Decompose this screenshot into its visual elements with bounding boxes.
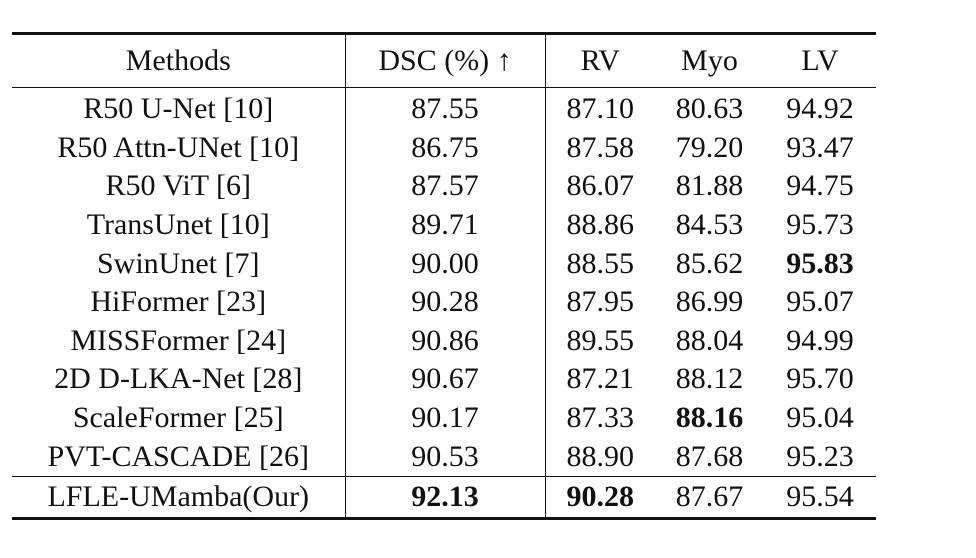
cell-method: R50 Attn-UNet [10]	[12, 128, 346, 168]
table-row: R50 Attn-UNet [10] 86.75 87.58 79.20 93.…	[12, 128, 876, 168]
cell-dsc: 90.17	[345, 398, 546, 438]
results-table-wrapper: Methods DSC (%) ↑ RV Myo LV R50 U-Net [1…	[12, 32, 876, 520]
cell-dsc: 89.71	[345, 205, 546, 245]
header-row: Methods DSC (%) ↑ RV Myo LV	[12, 32, 876, 88]
table-row: R50 ViT [6] 87.57 86.07 81.88 94.75	[12, 167, 876, 206]
table-row: MISSFormer [24] 90.86 89.55 88.04 94.99	[12, 321, 876, 361]
cell-rv: 88.86	[566, 208, 635, 242]
cell-dsc: 90.86	[345, 321, 546, 361]
cell-dsc: 90.53	[345, 437, 546, 477]
cell-myo: 88.04	[675, 323, 744, 357]
cell-myo: 87.67	[655, 475, 764, 520]
table-row: HiFormer [23] 90.28 87.95 86.99 95.07	[12, 282, 876, 322]
header-rv: RV	[545, 32, 655, 88]
cell-myo: 80.63	[675, 92, 744, 126]
cell-lv: 95.04	[786, 401, 854, 435]
cell-rv: 87.58	[566, 130, 635, 164]
table-row-ours: LFLE-UMamba(Our) 92.13 90.28 87.67 95.54	[12, 475, 876, 520]
cell-lv: 95.70	[786, 362, 854, 396]
cell-myo: 85.62	[675, 246, 744, 280]
cell-myo: 84.53	[675, 208, 744, 242]
table-row: PVT-CASCADE [26] 90.53 88.90 87.68 95.23	[12, 437, 876, 477]
cell-rv: 87.95	[566, 285, 635, 319]
cell-lv: 93.47	[786, 130, 854, 164]
cell-method: SwinUnet [7]	[12, 244, 346, 283]
cell-method: HiFormer [23]	[12, 282, 346, 322]
cell-dsc: 90.00	[345, 244, 546, 283]
cell-dsc-best: 92.13	[345, 475, 546, 520]
header-myo: Myo	[655, 32, 764, 88]
cell-dsc: 90.28	[345, 282, 546, 322]
cell-rv-best: 90.28	[545, 475, 655, 520]
cell-lv: 94.99	[786, 323, 854, 357]
cell-method: TransUnet [10]	[12, 205, 346, 245]
cell-lv: 95.07	[786, 285, 854, 319]
cell-myo-best: 88.16	[675, 401, 744, 435]
cell-myo: 86.99	[675, 285, 744, 319]
table-row: TransUnet [10] 89.71 88.86 84.53 95.73	[12, 205, 876, 245]
table-row: R50 U-Net [10] 87.55 87.10 80.63 94.92	[12, 87, 876, 129]
cell-myo: 79.20	[675, 130, 744, 164]
table-row: 2D D-LKA-Net [28] 90.67 87.21 88.12 95.7…	[12, 360, 876, 399]
cell-rv: 87.10	[566, 92, 635, 126]
header-lv: LV	[764, 32, 876, 88]
cell-dsc: 87.55	[345, 87, 546, 129]
cell-lv: 94.92	[786, 92, 854, 126]
cell-dsc: 90.67	[345, 360, 546, 399]
table-row: SwinUnet [7] 90.00 88.55 85.62 95.83	[12, 244, 876, 283]
results-table: Methods DSC (%) ↑ RV Myo LV R50 U-Net [1…	[12, 32, 876, 520]
cell-lv: 95.73	[786, 208, 854, 242]
header-dsc: DSC (%) ↑	[345, 32, 546, 88]
cell-rv: 88.55	[566, 246, 635, 280]
cell-lv: 94.75	[786, 169, 854, 203]
header-methods: Methods	[12, 32, 346, 88]
cell-method: LFLE-UMamba(Our)	[12, 475, 346, 520]
cell-lv: 95.23	[786, 439, 854, 473]
cell-myo: 88.12	[675, 362, 744, 396]
table-row: ScaleFormer [25] 90.17 87.33 88.16 95.04	[12, 398, 876, 438]
cell-rv: 86.07	[566, 169, 635, 203]
cell-rv: 87.21	[566, 362, 635, 396]
cell-dsc: 86.75	[345, 128, 546, 168]
table-header: Methods DSC (%) ↑ RV Myo LV	[12, 32, 876, 88]
cell-myo: 87.68	[675, 439, 744, 473]
cell-dsc: 87.57	[345, 167, 546, 206]
cell-lv: 95.54	[764, 475, 876, 520]
cell-method: 2D D-LKA-Net [28]	[12, 360, 346, 399]
cell-method: R50 ViT [6]	[12, 167, 346, 206]
cell-rv: 87.33	[566, 401, 635, 435]
cell-rv: 88.90	[566, 439, 635, 473]
cell-method: ScaleFormer [25]	[12, 398, 346, 438]
cell-lv-best: 95.83	[786, 246, 854, 280]
cell-method: R50 U-Net [10]	[12, 87, 346, 129]
cell-method: PVT-CASCADE [26]	[12, 437, 346, 477]
cell-myo: 81.88	[675, 169, 744, 203]
table-body: R50 U-Net [10] 87.55 87.10 80.63 94.92 R…	[12, 87, 876, 520]
cell-method: MISSFormer [24]	[12, 321, 346, 361]
cell-rv: 89.55	[566, 323, 635, 357]
